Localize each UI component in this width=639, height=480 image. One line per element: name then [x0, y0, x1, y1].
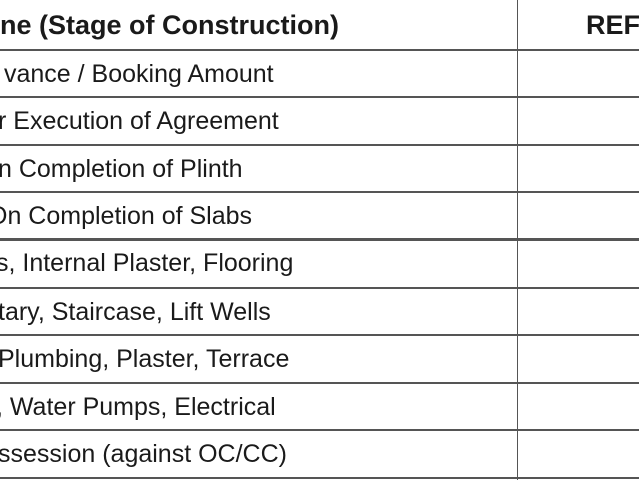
row-border	[0, 144, 639, 146]
row-border	[0, 191, 639, 193]
row-border	[0, 287, 639, 289]
stage-cell: vance / Booking Amount	[4, 60, 274, 88]
stage-cell: ssession (against OC/CC)	[0, 440, 287, 468]
row-border	[0, 96, 639, 98]
row-border	[0, 382, 639, 384]
stage-cell: Plumbing, Plaster, Terrace	[0, 345, 290, 373]
header-cell: REF	[586, 10, 639, 40]
stage-cell: s, Internal Plaster, Flooring	[0, 249, 294, 277]
stage-cell: tary, Staircase, Lift Wells	[0, 298, 271, 326]
row-border	[0, 334, 639, 336]
row-border	[0, 477, 639, 479]
stage-cell: r Execution of Agreement	[0, 107, 279, 135]
stage-cell: , Water Pumps, Electrical	[0, 393, 276, 421]
stage-cell: On Completion of Slabs	[0, 202, 253, 230]
row-border	[0, 49, 639, 51]
row-border	[0, 429, 639, 431]
row-border	[0, 238, 639, 241]
stage-cell: n Completion of Plinth	[0, 155, 243, 183]
header-cell: ne (Stage of Construction)	[0, 10, 339, 40]
